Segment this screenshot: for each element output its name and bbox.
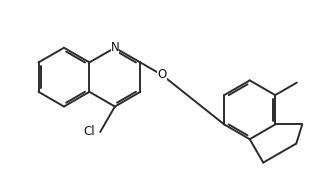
Text: N: N (111, 41, 119, 54)
Text: O: O (157, 68, 167, 81)
Text: Cl: Cl (84, 125, 95, 138)
